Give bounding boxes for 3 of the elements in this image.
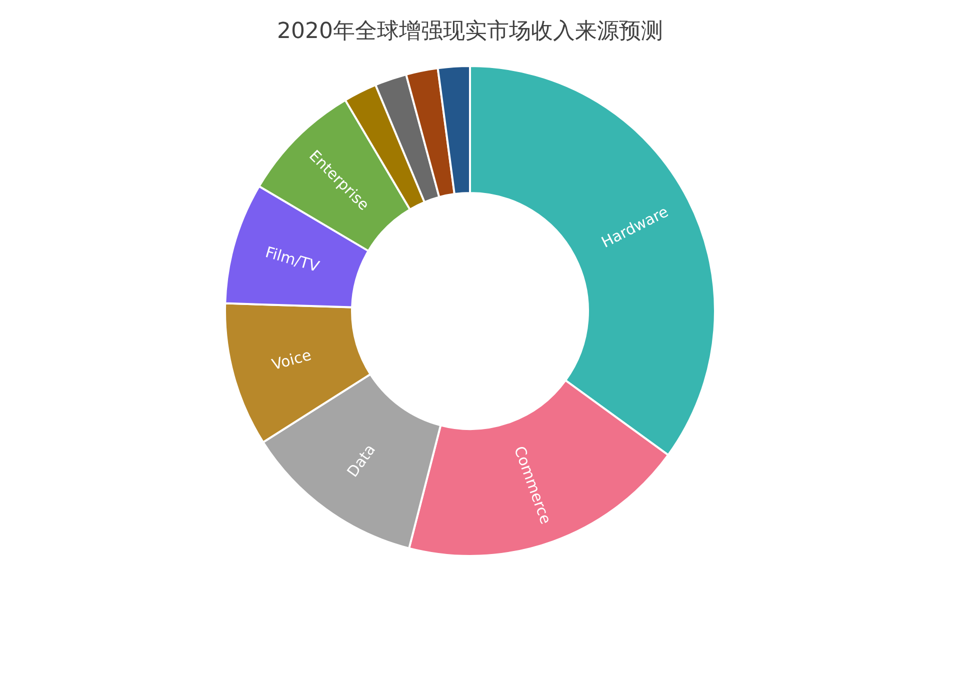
chart-title: 2020年全球增强现实市场收入来源预测 [277,19,663,44]
slice-label: Film/TV [263,243,322,276]
slice-label: Voice [270,346,314,374]
